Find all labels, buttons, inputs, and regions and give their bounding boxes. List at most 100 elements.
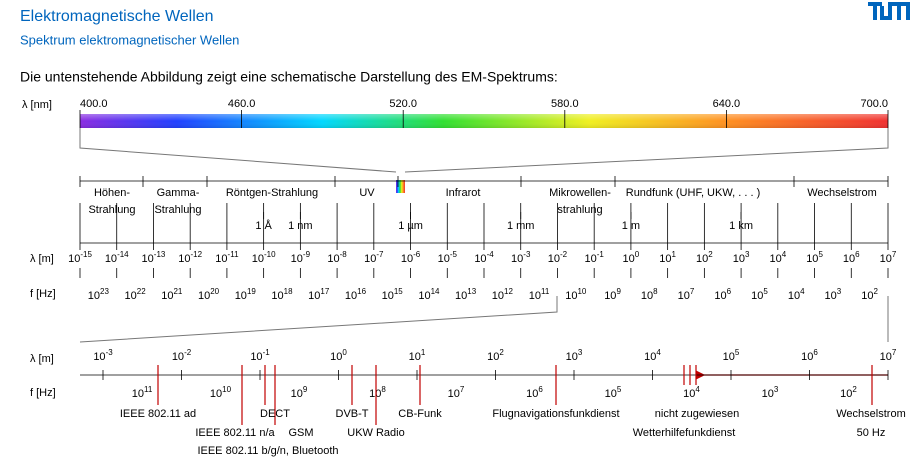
wavelength-label: 103 (566, 348, 583, 363)
power-base: 10 (526, 388, 538, 400)
band-label: strahlung (557, 204, 602, 216)
power-base: 10 (401, 253, 413, 265)
power-exponent: -15 (80, 250, 92, 259)
axis-label: f [Hz] (30, 387, 56, 399)
power-exponent: 4 (782, 250, 787, 259)
power-exponent: 4 (656, 348, 661, 357)
frequency-label: 109 (604, 287, 621, 302)
power-base: 10 (762, 388, 774, 400)
power-exponent: -6 (413, 250, 421, 259)
tick-label: 640.0 (713, 98, 741, 110)
power-exponent: 5 (617, 385, 622, 394)
frequency-label: 1013 (455, 287, 477, 302)
power-exponent: 0 (342, 348, 347, 357)
wavelength-label: 10-1 (584, 250, 604, 265)
band-label: Rundfunk (UHF, UKW, . . . ) (626, 187, 760, 199)
length-marker: 1 nm (288, 220, 312, 232)
power-exponent: 2 (874, 287, 879, 296)
wavelength-label: 102 (487, 348, 504, 363)
service-label: Flugnavigationsfunkdienst (492, 408, 619, 420)
service-label: GSM (288, 427, 313, 439)
frequency-label: 108 (369, 385, 386, 400)
power-base: 10 (696, 253, 708, 265)
power-base: 10 (369, 388, 381, 400)
power-base: 10 (806, 253, 818, 265)
wavelength-label: 10-9 (291, 250, 311, 265)
power-exponent: -13 (154, 250, 166, 259)
frequency-label: 107 (678, 287, 695, 302)
length-marker: 1 Å (255, 219, 272, 232)
power-base: 10 (68, 253, 80, 265)
tick-label: 700.0 (860, 98, 888, 110)
axis-label: λ [m] (30, 253, 54, 265)
power-exponent: 23 (100, 287, 109, 296)
power-base: 10 (172, 351, 184, 363)
wavelength-label: 107 (880, 348, 897, 363)
service-label: nicht zugewiesen (655, 408, 739, 420)
power-base: 10 (291, 388, 303, 400)
frequency-label: 1021 (161, 287, 183, 302)
power-exponent: 4 (695, 385, 700, 394)
power-base: 10 (861, 290, 873, 302)
zoom-line (79, 128, 397, 173)
frequency-label: 103 (825, 287, 842, 302)
power-exponent: 11 (541, 287, 550, 296)
axis-label: λ [m] (30, 353, 54, 365)
wavelength-label: 103 (733, 250, 750, 265)
power-base: 10 (455, 290, 467, 302)
power-base: 10 (751, 290, 763, 302)
power-base: 10 (161, 290, 173, 302)
power-base: 10 (714, 290, 726, 302)
frequency-label: 1010 (210, 385, 232, 400)
power-exponent: 7 (892, 250, 897, 259)
power-base: 10 (382, 290, 394, 302)
power-base: 10 (142, 253, 154, 265)
power-base: 10 (474, 253, 486, 265)
power-base: 10 (605, 388, 617, 400)
power-exponent: 1 (421, 348, 426, 357)
power-base: 10 (93, 351, 105, 363)
power-exponent: 2 (852, 385, 857, 394)
frequency-label: 1016 (345, 287, 367, 302)
frequency-label: 1010 (565, 287, 587, 302)
power-base: 10 (529, 290, 541, 302)
power-base: 10 (880, 351, 892, 363)
power-exponent: 20 (210, 287, 219, 296)
axis-label: λ [nm] (22, 99, 52, 111)
power-base: 10 (843, 253, 855, 265)
band-label: Infrarot (446, 187, 481, 199)
spectrum-sheen (80, 114, 888, 128)
power-base: 10 (644, 351, 656, 363)
power-base: 10 (215, 253, 227, 265)
power-exponent: 7 (460, 385, 465, 394)
tick-label: 400.0 (80, 98, 108, 110)
band-label: Wechselstrom (807, 187, 876, 199)
frequency-label: 105 (605, 385, 622, 400)
power-base: 10 (548, 253, 560, 265)
frequency-label: 104 (683, 385, 700, 400)
frequency-label: 1014 (418, 287, 440, 302)
power-base: 10 (330, 351, 342, 363)
power-exponent: 9 (303, 385, 308, 394)
power-exponent: -5 (450, 250, 458, 259)
power-exponent: 0 (635, 250, 640, 259)
service-label: DVB-T (336, 408, 369, 420)
power-exponent: 8 (653, 287, 658, 296)
power-base: 10 (825, 290, 837, 302)
power-base: 10 (198, 290, 210, 302)
power-exponent: 6 (538, 385, 543, 394)
power-exponent: 3 (837, 287, 842, 296)
frequency-label: 102 (861, 287, 878, 302)
wavelength-label: 100 (623, 250, 640, 265)
power-exponent: 6 (855, 250, 860, 259)
power-exponent: -3 (106, 348, 114, 357)
visible-mini (396, 180, 405, 193)
length-marker: 1 m (622, 220, 640, 232)
power-exponent: 16 (357, 287, 366, 296)
wavelength-label: 100 (330, 348, 347, 363)
frequency-label: 103 (762, 385, 779, 400)
power-exponent: 11 (144, 385, 153, 394)
wavelength-label: 104 (769, 250, 786, 265)
